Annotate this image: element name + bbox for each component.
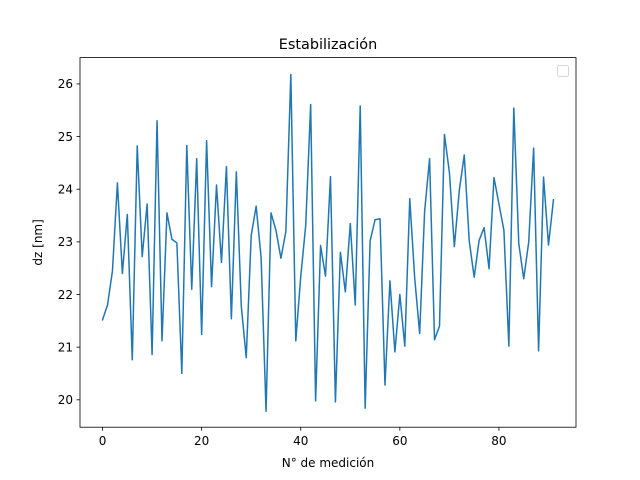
x-tick-label: 80 bbox=[491, 434, 506, 448]
y-tick-label: 23 bbox=[58, 235, 73, 249]
chart-title: Estabilización bbox=[279, 37, 377, 53]
plot-layer bbox=[101, 73, 555, 413]
series-line-0 bbox=[101, 73, 555, 413]
axes-frame bbox=[79, 57, 577, 428]
x-tick-label: 40 bbox=[293, 434, 308, 448]
y-tick-label: 25 bbox=[58, 130, 73, 144]
x-tick-label: 20 bbox=[194, 434, 209, 448]
x-axis-label: N° de medición bbox=[282, 456, 375, 470]
y-tick-label: 22 bbox=[58, 288, 73, 302]
y-axis: 20 21 22 23 24 25 26 bbox=[58, 77, 80, 407]
legend-box bbox=[557, 65, 569, 77]
x-tick-label: 60 bbox=[392, 434, 407, 448]
y-tick-label: 24 bbox=[58, 183, 73, 197]
y-tick-label: 20 bbox=[58, 393, 73, 407]
x-tick-label: 0 bbox=[99, 434, 107, 448]
y-axis-label: dz [nm] bbox=[31, 219, 45, 265]
y-tick-label: 26 bbox=[58, 77, 73, 91]
y-tick-label: 21 bbox=[58, 340, 73, 354]
x-axis: 0 20 40 60 80 bbox=[99, 427, 507, 448]
